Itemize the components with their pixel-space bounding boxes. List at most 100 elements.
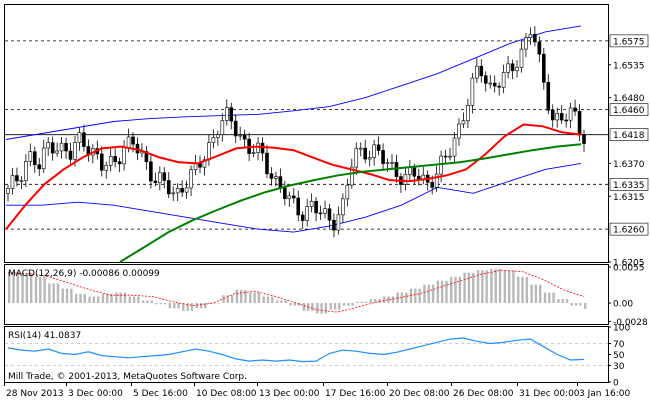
- macd-signal-path: [7, 269, 585, 313]
- rsi-pane-frame: [4, 326, 609, 383]
- candle-body: [233, 120, 238, 137]
- candle-body: [542, 53, 546, 83]
- macd-bar: [244, 289, 247, 304]
- candle-body: [350, 166, 354, 186]
- time-tick-label: 17 Dec 16:00: [325, 389, 386, 399]
- candle-body: [577, 110, 582, 135]
- macd-bar: [235, 289, 239, 304]
- main-pane-frame: [4, 4, 609, 263]
- macd-bar: [423, 284, 426, 304]
- candle-body: [376, 144, 381, 151]
- candle-body: [274, 176, 278, 179]
- bollinger-bands: [5, 25, 582, 233]
- level-label: 1.6460: [613, 106, 645, 116]
- candle-body: [448, 155, 452, 158]
- macd-bar: [450, 276, 453, 304]
- macd-bar: [364, 301, 368, 304]
- macd-bar: [141, 300, 145, 304]
- price-tick-label: 1.6535: [613, 61, 645, 71]
- macd-bar: [190, 303, 194, 311]
- macd-bar: [195, 303, 198, 309]
- candle-body: [323, 208, 327, 214]
- macd-bar: [548, 292, 551, 304]
- candle-body: [68, 150, 73, 160]
- macd-bar: [517, 276, 520, 304]
- macd-bar: [79, 293, 82, 304]
- macd-bar: [584, 303, 587, 309]
- macd-bar: [163, 303, 167, 305]
- candle-body: [291, 195, 296, 199]
- macd-bar: [472, 272, 475, 304]
- macd-bar: [280, 300, 283, 304]
- macd-pane-frame: [4, 264, 609, 325]
- macd-bar: [552, 292, 555, 304]
- candle-body: [82, 132, 86, 147]
- candle-body: [10, 175, 15, 189]
- candle-body: [461, 120, 466, 125]
- candle-body: [470, 77, 475, 106]
- time-tick-label: 5 Dec 16:00: [133, 389, 188, 399]
- macd-bar: [329, 303, 332, 310]
- candle-body: [113, 156, 117, 163]
- candle-body: [238, 134, 242, 137]
- macd-bar: [249, 292, 252, 304]
- candle-body: [492, 82, 497, 87]
- macd-bar: [182, 303, 185, 311]
- candle-body: [568, 107, 573, 121]
- macd-bar: [52, 283, 55, 304]
- macd-bar: [213, 303, 216, 304]
- macd-bar: [110, 293, 113, 304]
- candle-body: [189, 169, 193, 189]
- series-line: [5, 123, 582, 230]
- candle-body: [180, 188, 184, 193]
- macd-bar: [173, 303, 176, 309]
- macd-bar: [106, 293, 109, 304]
- candle-body: [28, 151, 33, 162]
- macd-histogram: [8, 268, 587, 314]
- candle-body: [537, 41, 542, 55]
- candle-body: [32, 151, 37, 166]
- candle-body: [479, 65, 484, 77]
- macd-bar: [132, 296, 136, 304]
- candle-body: [385, 162, 390, 165]
- rsi-tick-label: 100: [613, 324, 630, 334]
- macd-bar: [137, 296, 140, 304]
- macd-bar: [155, 303, 158, 305]
- candle-body: [73, 142, 77, 160]
- candle-body: [412, 167, 417, 177]
- macd-bar: [74, 293, 78, 304]
- macd-bar: [512, 270, 515, 304]
- candle-body: [443, 155, 448, 158]
- macd-bar: [83, 293, 86, 304]
- candle-body: [202, 159, 207, 168]
- macd-bar: [400, 292, 404, 304]
- macd-bar: [208, 303, 212, 304]
- level-label-box: [609, 222, 649, 236]
- time-tick-label: 20 Dec 08:00: [389, 389, 450, 399]
- candle-body: [327, 208, 332, 221]
- macd-bar: [574, 303, 578, 306]
- macd-bar: [253, 292, 256, 304]
- macd-bar: [168, 303, 172, 309]
- candle-body: [162, 172, 167, 181]
- level-label: 1.6260: [613, 226, 645, 236]
- candle-body: [524, 37, 528, 50]
- macd-bar: [96, 296, 100, 304]
- rsi-level-lines: [5, 343, 608, 366]
- candle-body: [59, 142, 64, 152]
- candle-body: [403, 174, 408, 185]
- macd-tick-label: -0.0028: [613, 318, 648, 328]
- macd-bar: [356, 301, 359, 304]
- candle-body: [475, 65, 479, 79]
- candle-body: [501, 72, 506, 88]
- candle-body: [332, 219, 336, 231]
- macd-bar: [128, 296, 131, 304]
- macd-bar: [217, 303, 220, 304]
- candle-body: [242, 134, 247, 140]
- candle-body: [457, 123, 461, 139]
- macd-bar: [199, 303, 203, 309]
- macd-bar: [463, 272, 466, 304]
- candle-body: [510, 63, 515, 72]
